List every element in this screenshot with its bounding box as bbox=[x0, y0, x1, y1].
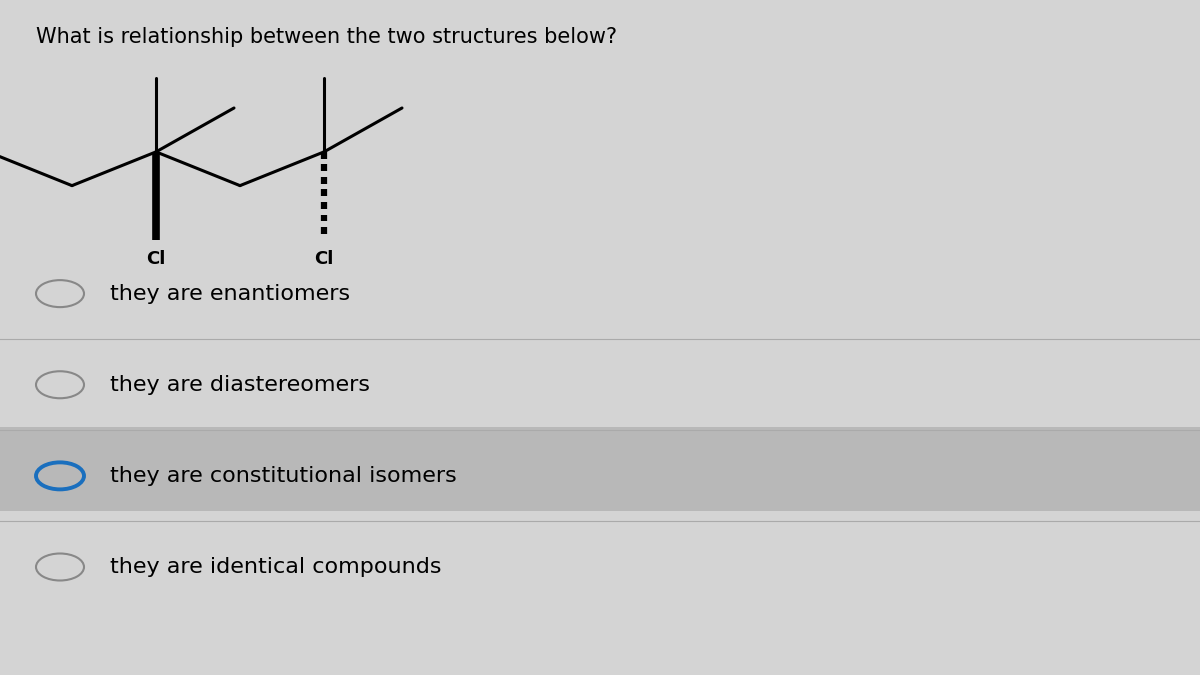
Bar bbox=[0, 427, 1200, 511]
Text: they are identical compounds: they are identical compounds bbox=[110, 557, 442, 577]
Text: Cl: Cl bbox=[314, 250, 334, 268]
Text: they are diastereomers: they are diastereomers bbox=[110, 375, 371, 395]
Text: they are constitutional isomers: they are constitutional isomers bbox=[110, 466, 457, 486]
Text: Cl: Cl bbox=[146, 250, 166, 268]
Text: What is relationship between the two structures below?: What is relationship between the two str… bbox=[36, 27, 617, 47]
Text: they are enantiomers: they are enantiomers bbox=[110, 284, 350, 304]
